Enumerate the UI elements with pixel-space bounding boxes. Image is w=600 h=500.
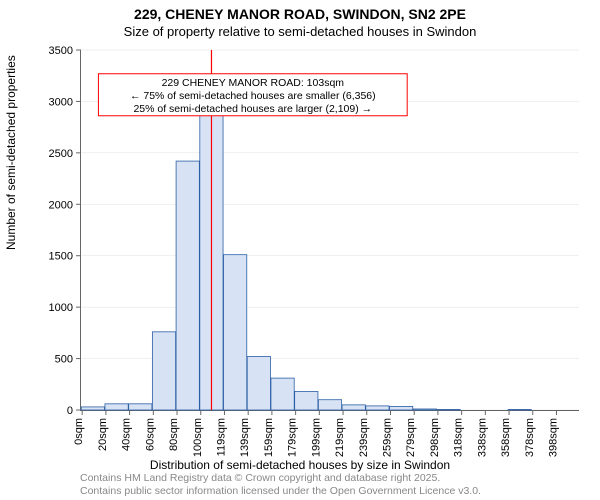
svg-text:100sqm: 100sqm xyxy=(192,418,204,457)
svg-text:358sqm: 358sqm xyxy=(500,418,512,457)
svg-text:119sqm: 119sqm xyxy=(215,418,227,456)
svg-text:229 CHENEY MANOR ROAD: 103sqm: 229 CHENEY MANOR ROAD: 103sqm xyxy=(162,77,345,89)
svg-text:25% of semi-detached houses ar: 25% of semi-detached houses are larger (… xyxy=(133,103,372,115)
svg-text:139sqm: 139sqm xyxy=(239,418,251,457)
x-axis-label: Distribution of semi-detached houses by … xyxy=(0,458,600,472)
svg-text:159sqm: 159sqm xyxy=(263,418,275,457)
svg-text:1500: 1500 xyxy=(49,251,73,263)
svg-text:2000: 2000 xyxy=(49,199,73,211)
svg-text:80sqm: 80sqm xyxy=(168,418,180,451)
credits-line2: Contains public sector information licen… xyxy=(80,485,481,498)
svg-text:← 75% of semi-detached houses: ← 75% of semi-detached houses are smalle… xyxy=(130,90,376,102)
chart-svg: 05001000150020002500300035000sqm20sqm40s… xyxy=(81,50,579,410)
svg-text:3500: 3500 xyxy=(49,45,73,57)
svg-text:20sqm: 20sqm xyxy=(97,418,109,451)
svg-text:40sqm: 40sqm xyxy=(121,418,133,451)
svg-text:3000: 3000 xyxy=(49,96,73,108)
svg-text:298sqm: 298sqm xyxy=(429,418,441,457)
chart-title: 229, CHENEY MANOR ROAD, SWINDON, SN2 2PE xyxy=(0,6,600,22)
svg-text:60sqm: 60sqm xyxy=(144,418,156,451)
svg-text:179sqm: 179sqm xyxy=(287,418,299,457)
svg-text:279sqm: 279sqm xyxy=(405,418,417,457)
plot-area: 05001000150020002500300035000sqm20sqm40s… xyxy=(80,50,579,411)
credits-line1: Contains HM Land Registry data © Crown c… xyxy=(80,472,481,485)
svg-text:2500: 2500 xyxy=(49,148,73,160)
svg-text:219sqm: 219sqm xyxy=(334,418,346,457)
svg-text:318sqm: 318sqm xyxy=(453,418,465,457)
svg-text:199sqm: 199sqm xyxy=(310,418,322,457)
svg-text:500: 500 xyxy=(55,354,73,366)
chart-subtitle: Size of property relative to semi-detach… xyxy=(0,24,600,39)
svg-text:0: 0 xyxy=(67,405,73,417)
y-axis-label: Number of semi-detached properties xyxy=(4,55,18,250)
svg-text:1000: 1000 xyxy=(49,302,73,314)
svg-text:259sqm: 259sqm xyxy=(381,418,393,457)
chart-container: 229, CHENEY MANOR ROAD, SWINDON, SN2 2PE… xyxy=(0,0,600,500)
svg-text:338sqm: 338sqm xyxy=(476,418,488,457)
svg-text:398sqm: 398sqm xyxy=(547,418,559,457)
svg-text:239sqm: 239sqm xyxy=(358,418,370,457)
credits: Contains HM Land Registry data © Crown c… xyxy=(80,472,481,498)
svg-text:378sqm: 378sqm xyxy=(524,418,536,457)
svg-text:0sqm: 0sqm xyxy=(73,418,85,445)
